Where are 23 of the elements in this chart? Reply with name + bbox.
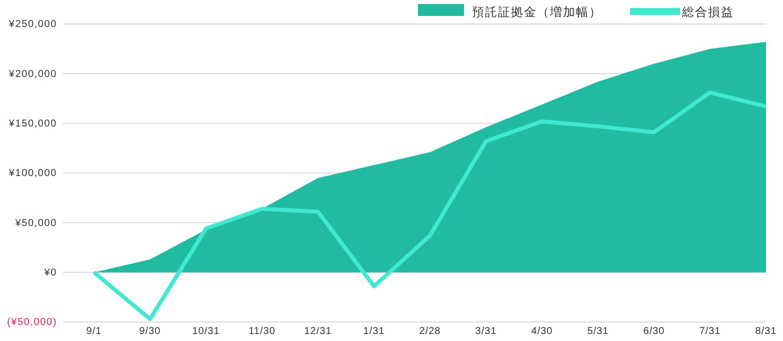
y-tick-label: ¥100,000 <box>8 168 57 180</box>
x-tick-label: 1/31 <box>363 326 385 338</box>
legend-label: 総合損益 <box>681 5 734 19</box>
x-tick-label: 10/31 <box>192 326 220 338</box>
x-tick-label: 12/31 <box>304 326 332 338</box>
y-tick-label: ¥150,000 <box>8 118 57 130</box>
legend-label: 預託証拠金（増加幅） <box>472 5 602 19</box>
x-tick-label: 3/31 <box>475 326 497 338</box>
y-tick-label: ¥200,000 <box>8 68 57 80</box>
x-tick-label: 5/31 <box>587 326 609 338</box>
x-tick-label: 7/31 <box>699 326 721 338</box>
x-tick-label: 4/30 <box>531 326 553 338</box>
x-tick-label: 11/30 <box>248 326 276 338</box>
x-tick-label: 9/30 <box>139 326 161 338</box>
y-tick-label: (¥50,000) <box>6 317 57 328</box>
x-tick-label: 8/31 <box>755 326 777 338</box>
x-tick-label: 2/28 <box>419 326 441 338</box>
y-tick-label: ¥0 <box>43 268 57 279</box>
x-tick-label: 6/30 <box>643 326 665 338</box>
x-tick-label: 9/1 <box>86 326 102 338</box>
y-tick-label: ¥250,000 <box>8 19 57 30</box>
line-series <box>92 90 768 322</box>
y-tick-label: ¥50,000 <box>14 218 57 229</box>
